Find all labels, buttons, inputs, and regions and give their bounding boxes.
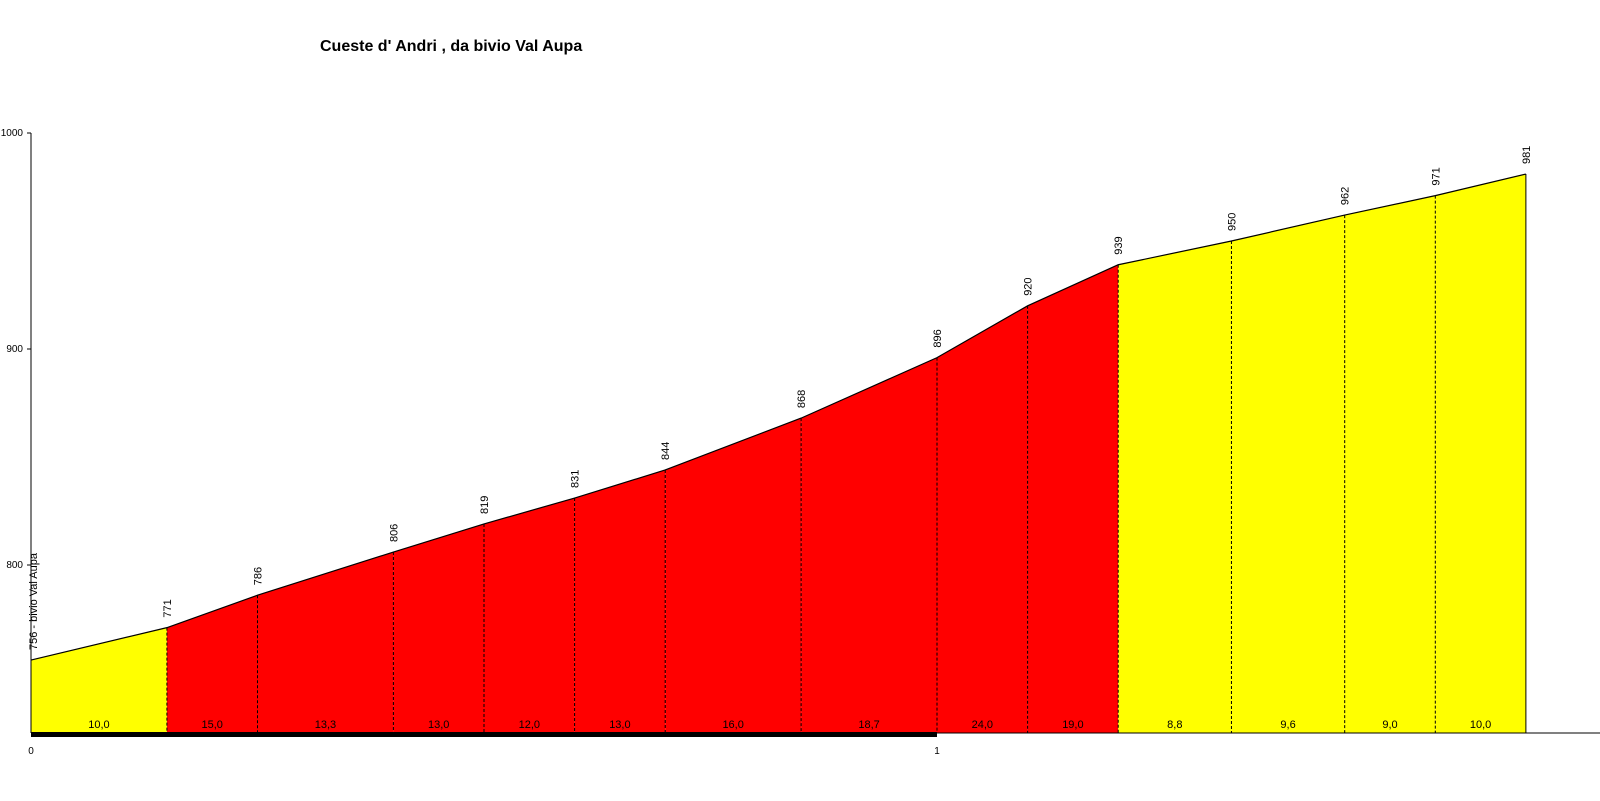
elevation-label: 806 bbox=[388, 524, 400, 542]
segment-fill bbox=[166, 595, 258, 733]
segment-fill bbox=[1027, 264, 1119, 733]
elevation-label: 844 bbox=[660, 442, 672, 460]
elevation-label: 920 bbox=[1023, 277, 1035, 295]
elevation-label: 971 bbox=[1430, 167, 1442, 185]
chart-title: Cueste d' Andri , da bivio Val Aupa bbox=[320, 38, 583, 55]
segment-fill bbox=[257, 552, 394, 733]
elevation-label: 819 bbox=[479, 496, 491, 514]
segment-fills bbox=[31, 174, 1526, 734]
x-tick-label: 0 bbox=[28, 746, 34, 757]
gradient-label: 12,0 bbox=[519, 719, 540, 731]
gradient-labels: 10,0 15,0 13,3 13,0 12,0 13,0 16,0 18,7 24,0 19,0… bbox=[88, 719, 1491, 731]
elevation-label: 950 bbox=[1226, 213, 1238, 231]
gradient-label: 9,6 bbox=[1280, 719, 1295, 731]
elevation-label: 756 - bivio Val Aupa bbox=[28, 552, 40, 650]
elevation-profile-line bbox=[30, 173, 1527, 661]
segment-fill bbox=[937, 305, 1028, 733]
segment-fill bbox=[31, 627, 167, 733]
segment-fill bbox=[665, 418, 802, 733]
segment-fill bbox=[1118, 241, 1232, 733]
segment-fill bbox=[574, 469, 666, 733]
segment-fill bbox=[1435, 174, 1526, 734]
y-tick-label: 1000 bbox=[1, 128, 24, 139]
y-axis: 800 900 1000 bbox=[1, 128, 32, 733]
segment-fill bbox=[1344, 195, 1436, 733]
segment-fill bbox=[393, 523, 484, 733]
elevation-labels: 756 - bivio Val Aupa 771 786 806 819 831 844 86… bbox=[28, 146, 1533, 650]
segment-fill bbox=[801, 357, 937, 733]
elevation-label: 981 bbox=[1521, 146, 1533, 164]
gradient-label: 18,7 bbox=[858, 719, 879, 731]
gradient-label: 9,0 bbox=[1382, 719, 1397, 731]
elevation-label: 786 bbox=[253, 567, 265, 585]
gradient-label: 13,3 bbox=[315, 719, 336, 731]
x-axis-km-bar bbox=[31, 732, 937, 737]
gradient-label: 13,0 bbox=[428, 719, 449, 731]
y-tick-label: 800 bbox=[6, 560, 23, 571]
gradient-label: 13,0 bbox=[609, 719, 630, 731]
elevation-label: 868 bbox=[796, 390, 808, 408]
gradient-label: 8,8 bbox=[1167, 719, 1182, 731]
x-tick-label: 1 bbox=[934, 746, 940, 757]
gradient-label: 10,0 bbox=[88, 719, 109, 731]
gradient-label: 10,0 bbox=[1470, 719, 1491, 731]
y-tick-label: 900 bbox=[6, 344, 23, 355]
segment-fill bbox=[1231, 215, 1345, 733]
elevation-label: 831 bbox=[570, 470, 582, 488]
elevation-label: 896 bbox=[932, 329, 944, 347]
gradient-label: 19,0 bbox=[1062, 719, 1083, 731]
elevation-label: 962 bbox=[1340, 187, 1352, 205]
gradient-label: 16,0 bbox=[722, 719, 743, 731]
gradient-label: 15,0 bbox=[201, 719, 222, 731]
segment-dividers bbox=[166, 174, 1527, 733]
segment-fill bbox=[484, 498, 575, 733]
elevation-label: 771 bbox=[162, 599, 174, 617]
gradient-label: 24,0 bbox=[972, 719, 993, 731]
elevation-label: 939 bbox=[1113, 236, 1125, 254]
